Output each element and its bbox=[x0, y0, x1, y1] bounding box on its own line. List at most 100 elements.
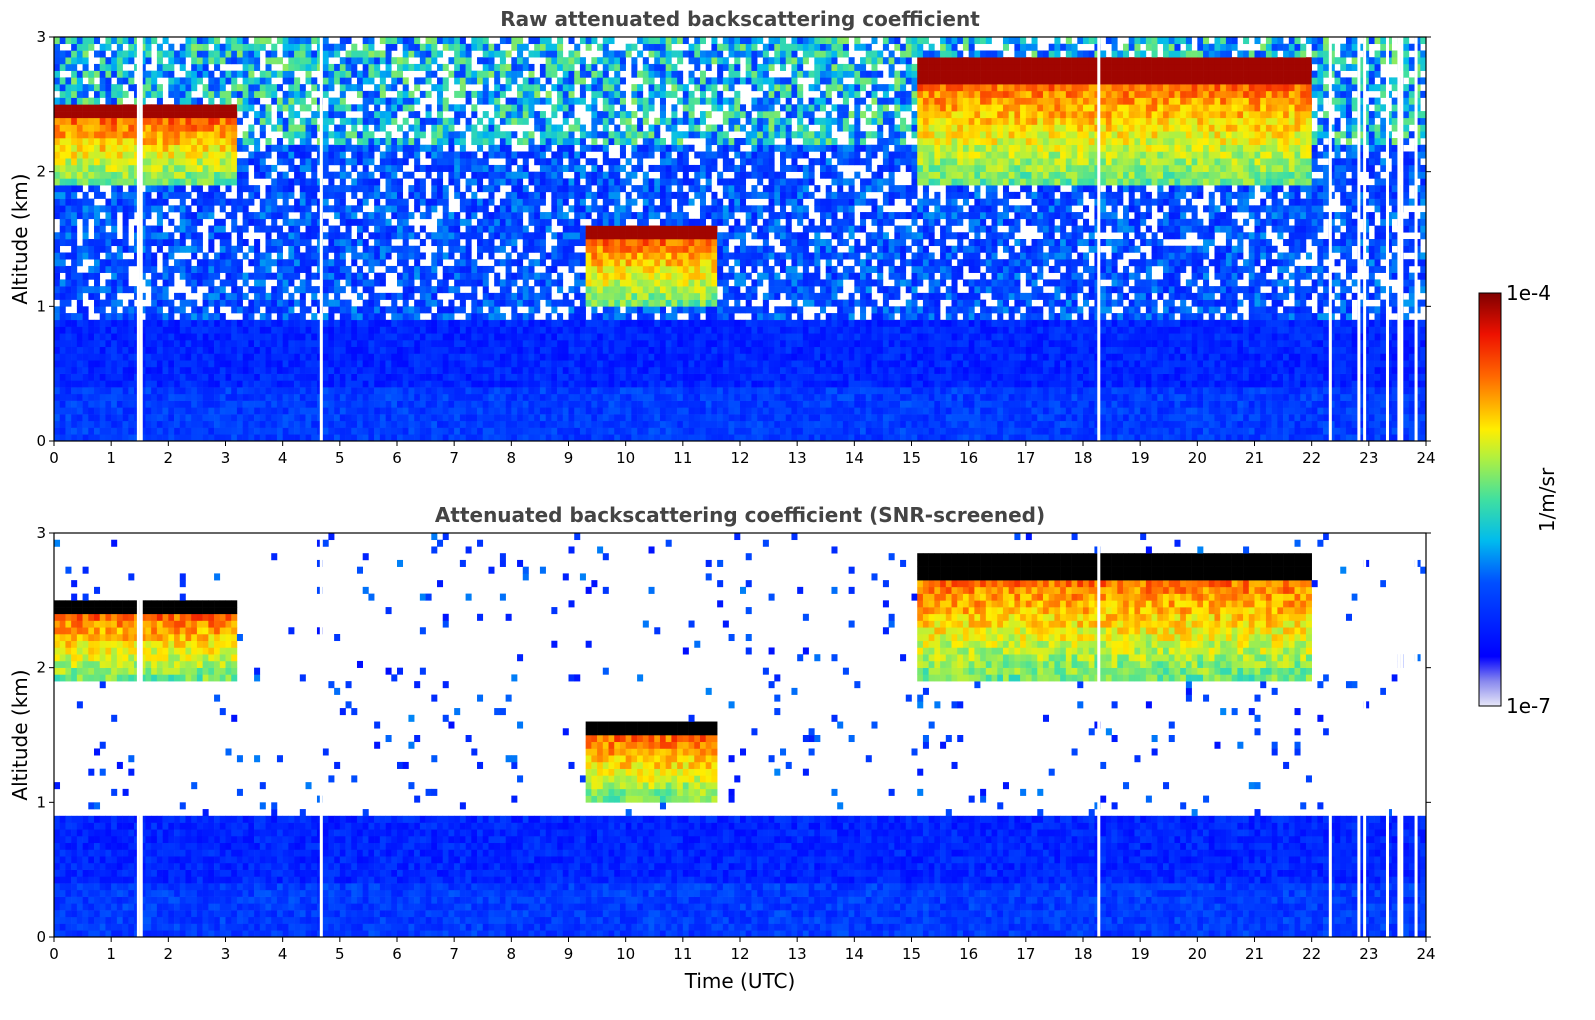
heatmap-cell bbox=[356, 57, 363, 65]
heatmap-cell bbox=[59, 259, 66, 267]
heatmap-cell bbox=[511, 420, 518, 428]
heatmap-cell bbox=[356, 232, 363, 240]
heatmap-cell bbox=[482, 245, 489, 253]
heatmap-cell bbox=[76, 380, 83, 388]
heatmap-cell bbox=[151, 340, 158, 348]
heatmap-cell bbox=[202, 299, 209, 307]
heatmap-cell bbox=[276, 340, 283, 348]
heatmap-cell bbox=[551, 393, 558, 401]
heatmap-cell bbox=[334, 380, 341, 388]
heatmap-cell bbox=[299, 158, 306, 166]
heatmap-cell bbox=[425, 164, 432, 172]
heatmap-cell bbox=[271, 414, 278, 422]
heatmap-cell bbox=[517, 151, 524, 159]
heatmap-cell bbox=[356, 138, 363, 146]
heatmap-cell bbox=[179, 164, 186, 172]
heatmap-cell bbox=[482, 70, 489, 78]
heatmap-cell bbox=[265, 111, 272, 119]
heatmap-cell bbox=[374, 232, 381, 240]
heatmap-cell bbox=[219, 279, 226, 287]
heatmap-cell bbox=[499, 286, 506, 294]
heatmap-cell bbox=[414, 164, 421, 172]
heatmap-cell bbox=[174, 259, 181, 267]
heatmap-cell bbox=[82, 407, 89, 415]
heatmap-cell bbox=[522, 393, 529, 401]
heatmap-cell bbox=[505, 37, 512, 45]
heatmap-cell bbox=[225, 393, 232, 401]
heatmap-cell bbox=[191, 252, 198, 260]
heatmap-cell bbox=[139, 265, 146, 273]
heatmap-cell bbox=[242, 70, 249, 78]
heatmap-cell bbox=[528, 387, 535, 395]
heatmap-cell bbox=[242, 104, 249, 112]
heatmap-cell bbox=[288, 252, 295, 260]
heatmap-cell bbox=[122, 265, 129, 273]
heatmap-cell bbox=[522, 400, 529, 408]
heatmap-cell bbox=[214, 90, 221, 98]
heatmap-cell bbox=[374, 57, 381, 65]
heatmap-cell bbox=[465, 178, 472, 186]
heatmap-cell bbox=[185, 97, 192, 105]
heatmap-cell bbox=[94, 151, 101, 159]
heatmap-cell bbox=[477, 366, 484, 374]
heatmap-cell bbox=[574, 70, 581, 78]
heatmap-cell bbox=[196, 326, 203, 334]
heatmap-cell bbox=[294, 259, 301, 267]
heatmap-cell bbox=[368, 346, 375, 354]
heatmap-cell bbox=[539, 117, 546, 125]
heatmap-cell bbox=[368, 340, 375, 348]
heatmap-cell bbox=[219, 265, 226, 273]
heatmap-cell bbox=[379, 292, 386, 300]
heatmap-cell bbox=[482, 333, 489, 341]
heatmap-cell bbox=[59, 420, 66, 428]
heatmap-cell bbox=[76, 164, 83, 172]
heatmap-cell bbox=[539, 63, 546, 71]
heatmap-cell bbox=[471, 373, 478, 381]
heatmap-cell bbox=[122, 37, 129, 45]
heatmap-cell bbox=[551, 57, 558, 65]
heatmap-cell bbox=[534, 292, 541, 300]
heatmap-cell bbox=[459, 77, 466, 85]
heatmap-cell bbox=[488, 245, 495, 253]
heatmap-cell bbox=[534, 393, 541, 401]
heatmap-cell bbox=[299, 37, 306, 45]
heatmap-cell bbox=[179, 434, 186, 442]
heatmap-cell bbox=[116, 37, 123, 45]
heatmap-cell bbox=[162, 340, 169, 348]
heatmap-cell bbox=[522, 111, 529, 119]
heatmap-cell bbox=[408, 97, 415, 105]
heatmap-cell bbox=[585, 387, 592, 395]
heatmap-cell bbox=[557, 360, 564, 368]
heatmap-cell bbox=[282, 104, 289, 112]
heatmap-cell bbox=[191, 427, 198, 435]
heatmap-cell bbox=[282, 427, 289, 435]
heatmap-cell bbox=[437, 427, 444, 435]
heatmap-cell bbox=[374, 313, 381, 321]
heatmap-cell bbox=[156, 434, 163, 442]
heatmap-cell bbox=[208, 185, 215, 193]
heatmap-cell bbox=[557, 131, 564, 139]
heatmap-cell bbox=[448, 178, 455, 186]
heatmap-cell bbox=[122, 198, 129, 206]
heatmap-cell bbox=[179, 144, 186, 152]
heatmap-cell bbox=[579, 144, 586, 152]
heatmap-cell bbox=[459, 104, 466, 112]
heatmap-cell bbox=[522, 77, 529, 85]
heatmap-cell bbox=[76, 212, 83, 220]
heatmap-cell bbox=[88, 353, 95, 361]
heatmap-cell bbox=[488, 420, 495, 428]
heatmap-cell bbox=[54, 185, 61, 193]
heatmap-cell bbox=[94, 380, 101, 388]
heatmap-cell bbox=[602, 319, 609, 327]
heatmap-cell bbox=[402, 420, 409, 428]
heatmap-cell bbox=[156, 306, 163, 314]
heatmap-cell bbox=[128, 414, 135, 422]
heatmap-cell bbox=[168, 70, 175, 78]
heatmap-cell bbox=[82, 333, 89, 341]
heatmap-cell bbox=[408, 138, 415, 146]
heatmap-cell bbox=[505, 434, 512, 442]
heatmap-cell bbox=[242, 84, 249, 92]
heatmap-cell bbox=[351, 333, 358, 341]
heatmap-cell bbox=[156, 191, 163, 199]
heatmap-cell bbox=[499, 178, 506, 186]
